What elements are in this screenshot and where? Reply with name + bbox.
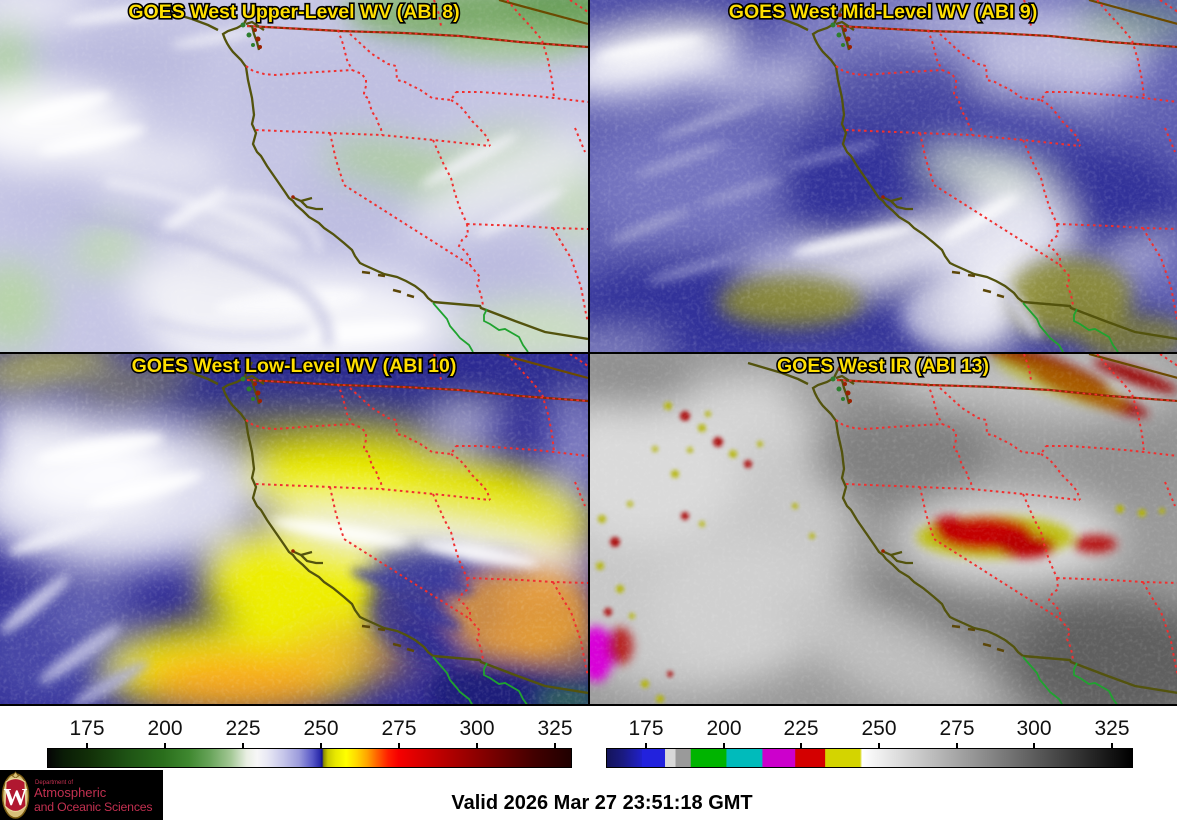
svg-text:GOES West Low-Level WV (ABI 10: GOES West Low-Level WV (ABI 10) [132,355,457,377]
svg-text:W: W [4,785,28,811]
svg-text:GOES West Upper-Level WV (ABI: GOES West Upper-Level WV (ABI 8) [128,1,459,23]
svg-text:Department of: Department of [35,780,73,786]
svg-text:GOES West IR (ABI 13): GOES West IR (ABI 13) [777,355,989,377]
svg-text:GOES West Mid-Level WV (ABI 9): GOES West Mid-Level WV (ABI 9) [729,1,1037,23]
svg-text:Atmospheric: Atmospheric [34,785,107,800]
svg-text:and Oceanic Sciences: and Oceanic Sciences [34,800,152,814]
